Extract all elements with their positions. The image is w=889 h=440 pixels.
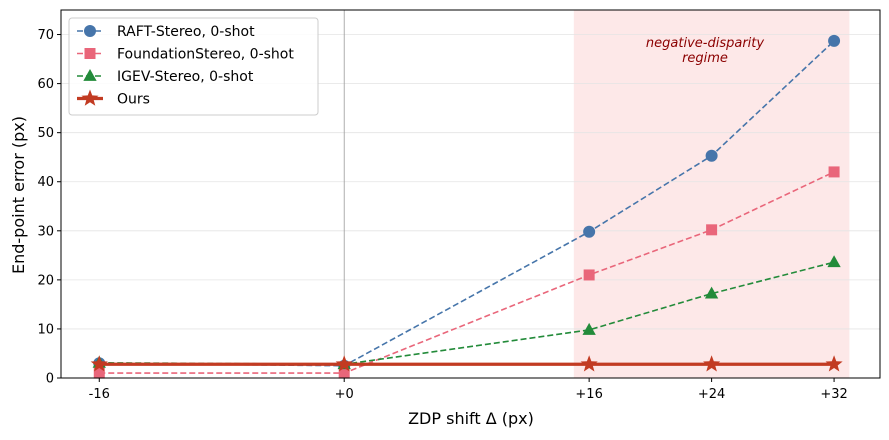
data-point-square: [84, 48, 96, 59]
y-tick-label: 0: [46, 372, 54, 387]
legend: RAFT-Stereo, 0-shot FoundationStereo, 0-s…: [68, 17, 319, 116]
x-tick-label: -16: [89, 387, 110, 402]
x-tick-label: +0: [335, 387, 354, 402]
x-axis-label: ZDP shift Δ (px): [408, 409, 534, 428]
data-point-star: [335, 355, 353, 372]
y-tick-label: 50: [37, 126, 54, 141]
legend-label: Ours: [117, 92, 150, 108]
data-point-triangle: [827, 255, 841, 268]
y-tick-label: 30: [37, 224, 54, 239]
legend-label: RAFT-Stereo, 0-shot: [117, 24, 255, 40]
y-axis-label: End-point error (px): [9, 116, 28, 274]
data-point-star: [81, 89, 99, 106]
data-point-square: [583, 269, 595, 281]
series-3: [90, 355, 843, 372]
data-point-circle: [705, 149, 718, 162]
data-point-square: [706, 224, 718, 236]
data-point-circle: [583, 225, 596, 238]
region-annotation: negative-disparity: [646, 36, 764, 51]
legend-box: [68, 17, 319, 116]
data-point-star: [825, 355, 843, 372]
x-tick-label: +32: [820, 387, 847, 402]
series-layer: [90, 34, 843, 379]
y-tick-label: 20: [37, 273, 54, 288]
data-point-circle: [828, 34, 841, 47]
data-point-square: [338, 367, 350, 379]
legend-label: IGEV-Stereo, 0-shot: [117, 69, 254, 85]
shaded-region: [573, 10, 850, 378]
plot-frame: [60, 9, 881, 379]
data-point-circle: [84, 25, 96, 37]
data-point-triangle: [83, 69, 97, 81]
legend-label: FoundationStereo, 0-shot: [117, 47, 294, 63]
data-point-triangle: [704, 286, 719, 299]
data-point-square: [828, 166, 840, 178]
data-point-star: [580, 355, 598, 372]
data-point-square: [93, 367, 105, 379]
shaded-region-layer: [573, 10, 850, 378]
data-point-star: [703, 355, 721, 372]
x-tick-label: +16: [575, 387, 602, 402]
axes-layer: 0 10 20 30 40 50 60 70 -16 +0 +16 +24 +32: [37, 9, 881, 402]
data-point-star: [90, 355, 108, 372]
series-1: [93, 166, 840, 379]
x-tick-label: +24: [698, 387, 725, 402]
y-tick-label: 70: [37, 28, 54, 43]
data-point-triangle: [582, 322, 596, 335]
y-tick-label: 40: [37, 175, 54, 190]
y-tick-label: 10: [37, 322, 54, 337]
region-annotation: regime: [682, 51, 728, 66]
y-tick-label: 60: [37, 77, 54, 92]
